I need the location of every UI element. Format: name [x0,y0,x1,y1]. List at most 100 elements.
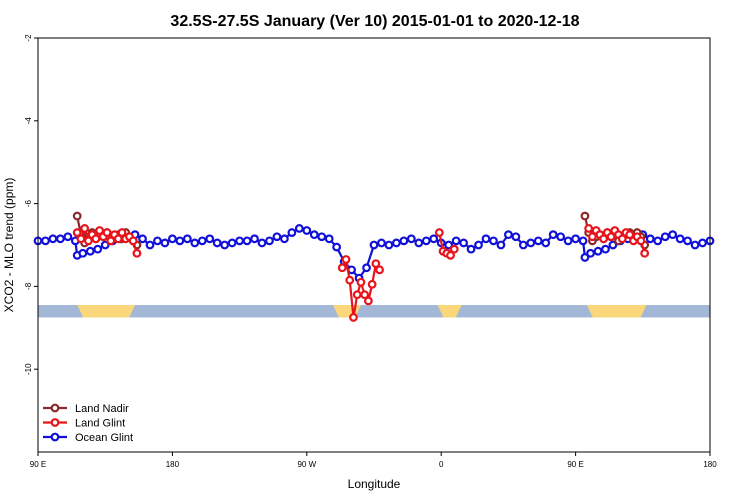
data-point [117,228,127,237]
data-point [257,238,267,248]
data-point [48,234,58,244]
data-point [337,263,347,273]
data-point [660,232,670,242]
legend-marker [50,432,60,442]
data-point [367,279,377,289]
data-point [93,244,103,254]
data-point [362,263,371,273]
data-point [625,230,635,240]
data-point [563,236,573,246]
legend-marker [50,403,60,413]
data-point [406,234,416,244]
data-point [449,244,459,254]
data-point [599,234,608,244]
data-point [371,259,381,269]
data-point [608,240,618,250]
data-point [588,232,597,242]
data-point [63,232,73,242]
x-tick-label: 180 [166,460,180,469]
data-point [102,228,112,237]
data-point [451,236,461,246]
data-point [369,240,379,250]
y-axis-label: XCO2 - MLO trend (ppm) [2,178,16,313]
data-point [250,234,259,244]
data-point [474,240,483,250]
data-point [636,236,646,246]
x-tick-label: 90 E [30,460,46,469]
data-point [190,238,200,248]
x-tick-label: 0 [439,460,444,469]
data-point [683,236,692,246]
data-point [153,236,162,246]
data-point [182,234,192,244]
land-ocean-band [38,305,710,318]
data-point [668,230,678,240]
data-point [128,236,138,246]
data-point [235,236,245,246]
data-point [392,238,401,248]
data-point [586,248,595,258]
data-point [349,313,358,322]
data-point [399,236,409,246]
series-layer [33,211,715,322]
data-point [556,232,566,242]
data-point [548,230,558,240]
data-point [91,234,101,244]
land-segment [77,305,136,318]
legend-label: Ocean Glint [75,432,133,444]
data-point [571,234,580,244]
legend-marker [50,418,60,427]
data-point [345,275,355,285]
y-tick-label: -10 [24,363,33,375]
data-point [324,234,334,244]
land-segment [437,305,462,318]
land-segment [586,305,647,318]
data-point [384,240,394,250]
y-axis: -2 -4 -6 -8 -10 [24,34,38,375]
data-point [72,211,82,221]
data-point [95,226,104,235]
y-tick-label: -8 [24,282,33,290]
data-point [466,244,476,254]
data-point [272,232,282,242]
data-point [332,242,342,252]
data-point [580,211,590,221]
data-point [145,240,155,250]
data-point [504,230,513,240]
data-point [287,228,297,237]
data-point [41,236,50,246]
data-point [489,236,498,246]
data-point [160,238,170,248]
data-point [227,238,237,248]
data-point [76,234,86,244]
data-point [175,236,185,246]
data-point [578,236,588,246]
data-point [220,240,230,250]
data-point [518,240,528,250]
data-point [698,238,707,248]
y-tick-label: -4 [24,117,33,125]
data-point [526,238,536,248]
data-point [645,234,655,244]
data-point [580,253,590,262]
data-point [511,232,521,242]
data-point [341,255,351,264]
data-point [584,224,594,233]
data-point [375,265,385,275]
ocean-band [38,305,710,318]
data-point [617,234,627,244]
data-point [100,240,110,250]
data-point [265,236,274,246]
legend-label: Land Nadir [75,403,129,415]
y-tick-label: -2 [24,34,33,42]
data-point [132,248,142,258]
chart-title: 32.5S-27.5S January (Ver 10) 2015-01-01 … [170,13,579,30]
data-point [481,234,491,244]
data-point [377,238,386,248]
data-point [434,228,444,237]
x-tick-label: 180 [703,460,717,469]
data-point [690,240,700,250]
data-point [56,234,65,244]
data-point [496,240,506,250]
data-point [421,236,431,246]
